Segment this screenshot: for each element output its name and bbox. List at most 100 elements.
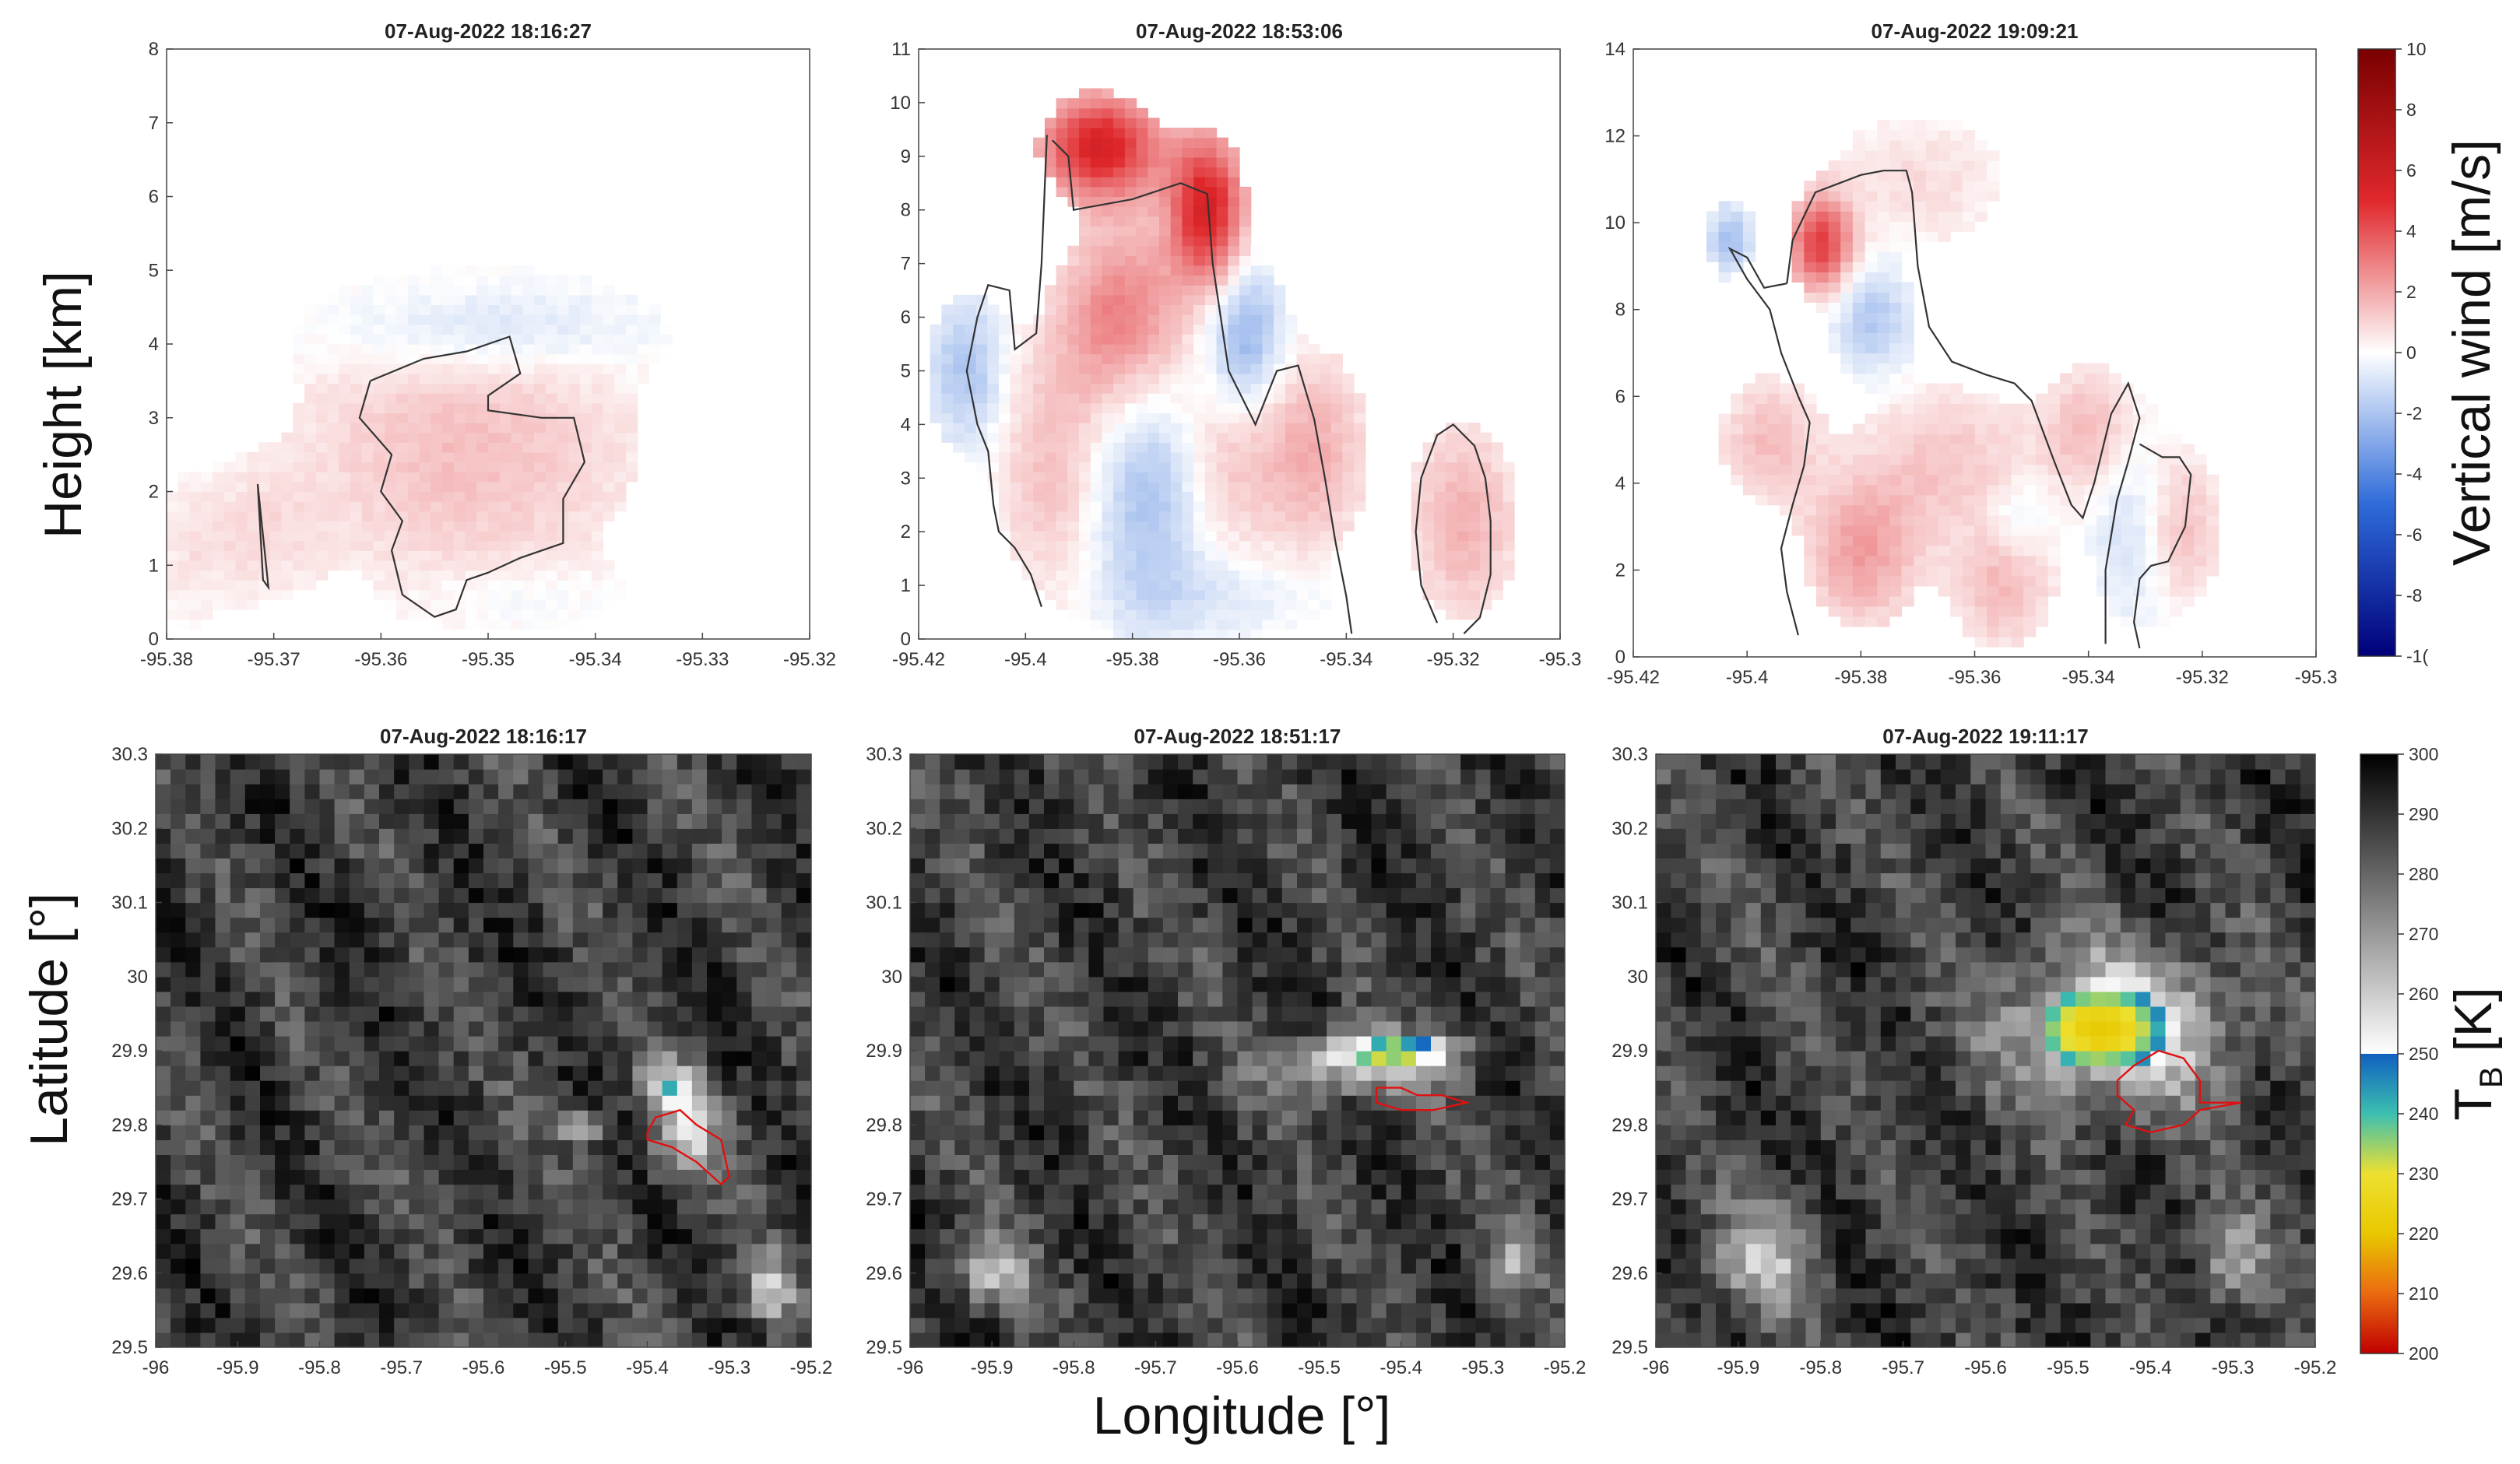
wind-cell [1320, 393, 1332, 404]
tb-pixel [349, 1213, 365, 1230]
wind-cell [1877, 504, 1890, 516]
wind-cell [1274, 294, 1286, 305]
wind-cell [2194, 585, 2207, 597]
wind-cell [2194, 484, 2207, 496]
wind-cell [373, 570, 385, 581]
wind-cell [545, 353, 558, 364]
wind-cell [534, 560, 547, 571]
wind-cell [2145, 595, 2159, 607]
wind-cell [453, 481, 466, 493]
wind-cell [1228, 609, 1240, 620]
tb-pixel [170, 1169, 186, 1185]
wind-cell [1320, 432, 1332, 443]
wind-cell [1102, 570, 1114, 581]
wind-cell [1113, 147, 1126, 158]
wind-cell [1877, 201, 1890, 212]
wind-cell [442, 294, 455, 305]
wind-cell [2047, 393, 2061, 405]
tb-pixel [379, 917, 395, 933]
wind-cell [385, 423, 397, 434]
wind-cell [1102, 118, 1114, 128]
wind-cell [1889, 130, 1903, 141]
wind-cell [1033, 137, 1046, 148]
tb-pixel [215, 872, 231, 889]
wind-cell [1742, 474, 1756, 486]
wind-cell [941, 363, 954, 374]
wind-cell [476, 442, 489, 453]
wind-cell [1889, 282, 1903, 293]
wind-cell [1285, 609, 1298, 620]
wind-cell [2108, 373, 2122, 384]
tb-pixel [185, 991, 201, 1007]
wind-cell [568, 462, 581, 472]
tb-pixel [379, 872, 395, 889]
tb-pixel [230, 902, 246, 918]
wind-cell [1718, 201, 1731, 212]
wind-cell [167, 540, 179, 551]
wind-cell [1113, 167, 1126, 177]
tb-pixel [334, 961, 350, 978]
wind-cell [1136, 402, 1148, 413]
wind-cell [1828, 454, 1841, 465]
tb-pixel [468, 887, 484, 904]
wind-cell [1010, 452, 1022, 463]
wind-cell [648, 353, 661, 364]
wind-cell [1320, 540, 1332, 551]
wind-cell [1079, 334, 1091, 345]
tb-pixel [424, 1199, 440, 1215]
wind-cell [1840, 353, 1854, 364]
wind-cell [534, 550, 547, 561]
wind-cell [1262, 589, 1274, 600]
wind-cell [1170, 186, 1183, 198]
wind-cell [1938, 181, 1951, 191]
tb-pixel [230, 1080, 246, 1096]
wind-cell [2108, 434, 2122, 445]
wind-cell [304, 334, 317, 345]
wind-cell [1056, 265, 1068, 276]
wind-cell [1079, 413, 1091, 423]
tb-pixel [319, 1287, 336, 1304]
tb-pixel [244, 1258, 261, 1274]
wind-cell [522, 452, 535, 463]
tb-pixel [170, 917, 186, 933]
wind-cell [2181, 474, 2195, 486]
tb-pixel [185, 946, 201, 963]
tb-pixel [364, 961, 380, 978]
wind-cell [488, 314, 501, 325]
tb-pixel [319, 1110, 336, 1125]
wind-cell [1914, 514, 1927, 526]
wind-cell [1901, 150, 1914, 161]
wind-cell [1102, 216, 1114, 226]
wind-cell [1090, 304, 1102, 315]
wind-cell [442, 423, 455, 434]
wind-cell [568, 334, 581, 345]
wind-cell [975, 452, 988, 463]
wind-cell [1840, 484, 1854, 496]
wind-cell [1204, 580, 1218, 591]
wind-cell [2060, 413, 2073, 425]
wind-cell [1998, 555, 2012, 567]
wind-cell [964, 413, 977, 423]
wind-cell [361, 501, 374, 512]
wind-cell [1262, 570, 1274, 581]
wind-cell [1445, 531, 1458, 542]
wind-cell [201, 580, 213, 591]
wind-cell [1193, 413, 1206, 423]
wind-cell [327, 511, 339, 521]
wind-cell [1804, 504, 1817, 516]
wind-cell [350, 324, 363, 335]
tb-pixel [424, 784, 440, 799]
wind-cell [373, 413, 385, 423]
wind-cell [1182, 599, 1194, 610]
wind-cell [614, 442, 627, 453]
tb-pixel [185, 1287, 201, 1304]
wind-cell [1840, 545, 1854, 556]
tb-pixel [260, 1080, 276, 1096]
wind-cell [1113, 245, 1126, 256]
tb-pixel [260, 887, 276, 904]
wind-cell [499, 599, 512, 610]
wind-cell [465, 265, 477, 276]
wind-cell [1090, 118, 1102, 128]
tb-pixel [156, 976, 171, 992]
wind-cell [1159, 481, 1172, 493]
